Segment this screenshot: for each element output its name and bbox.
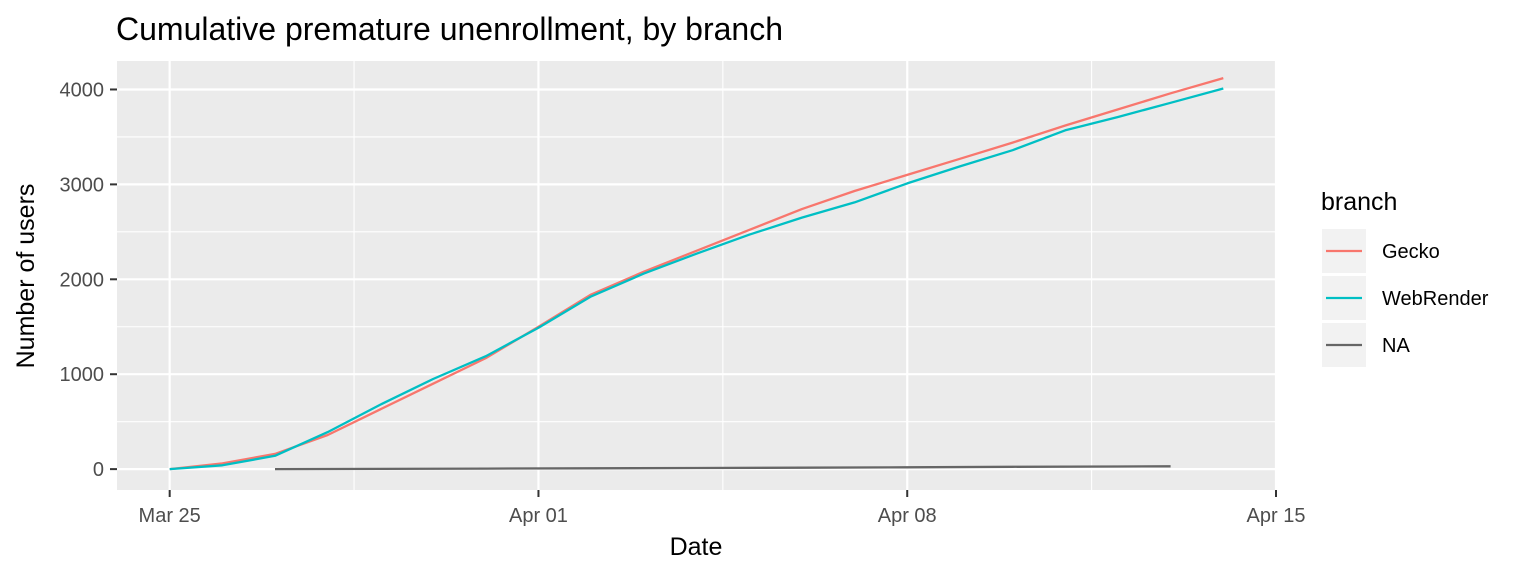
x-tick-label: Apr 01 — [509, 505, 568, 527]
series-lines — [169, 76, 1224, 471]
x-axis: Mar 25 Apr 01 Apr 08 Apr 15 — [139, 490, 1306, 527]
series-line-na — [274, 465, 1171, 471]
x-tick-label: Apr 08 — [878, 505, 937, 527]
y-tick-label: 4000 — [60, 79, 105, 101]
x-tick-label: Apr 15 — [1247, 505, 1306, 527]
series-line-gecko — [169, 76, 1224, 471]
legend-label-na: NA — [1382, 335, 1410, 357]
series-line-webrender — [169, 87, 1224, 471]
y-tick-label: 3000 — [60, 174, 105, 196]
minor-gridlines — [117, 61, 1276, 490]
x-axis-title: Date — [670, 533, 723, 561]
legend-label-webrender: WebRender — [1382, 288, 1489, 310]
legend-label-gecko: Gecko — [1382, 241, 1440, 263]
legend: branch Gecko WebRender NA — [1321, 188, 1489, 367]
plot-panel — [117, 61, 1276, 490]
y-axis: 0 1000 2000 3000 4000 — [60, 79, 117, 481]
y-tick-label: 1000 — [60, 364, 105, 386]
legend-title: branch — [1321, 188, 1397, 216]
x-tick-label: Mar 25 — [139, 505, 201, 527]
y-axis-title: Number of users — [12, 184, 40, 369]
y-tick-label: 2000 — [60, 269, 105, 291]
y-tick-label: 0 — [93, 459, 104, 481]
chart-title: Cumulative premature unenrollment, by br… — [116, 11, 783, 47]
